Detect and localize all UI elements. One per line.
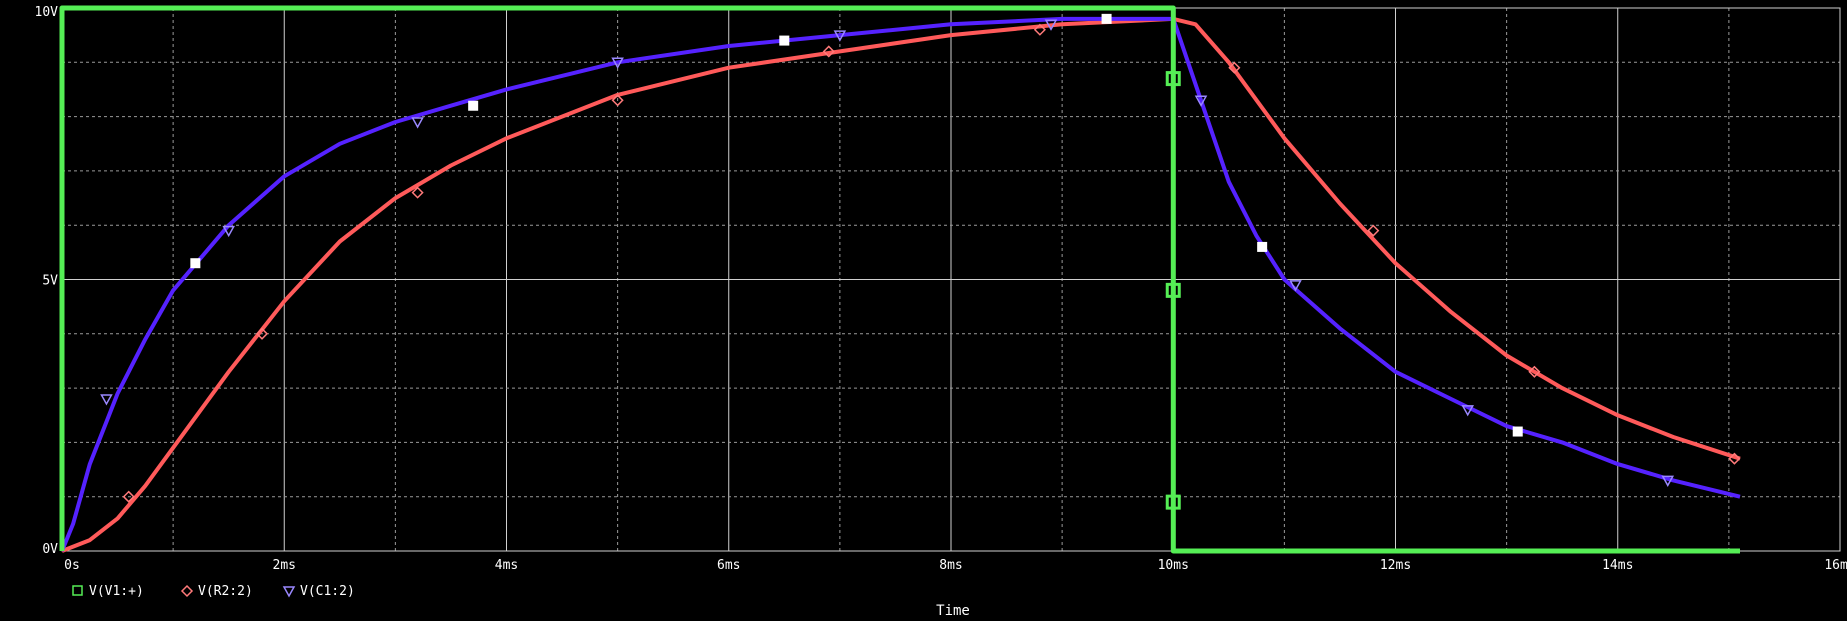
data-point-marker bbox=[1257, 241, 1268, 252]
x-tick-label: 4ms bbox=[495, 558, 518, 573]
marker-c1 bbox=[1461, 405, 1475, 417]
x-axis-title: Time bbox=[936, 603, 970, 619]
x-tick-label: 2ms bbox=[273, 558, 296, 573]
marker-r2 bbox=[255, 327, 269, 340]
marker-r2 bbox=[1228, 61, 1241, 74]
series-line-v1 bbox=[59, 5, 1740, 554]
marker-r2 bbox=[1728, 452, 1741, 465]
series-line-c1 bbox=[60, 16, 1741, 552]
x-tick-label: 0s bbox=[64, 558, 80, 573]
marker-c1 bbox=[611, 57, 624, 69]
marker-r2 bbox=[611, 94, 624, 107]
marker-r2 bbox=[411, 186, 424, 199]
x-tick-label: 12ms bbox=[1380, 558, 1411, 573]
marker-c1 bbox=[222, 225, 235, 238]
marker-v1 bbox=[1165, 71, 1181, 87]
y-tick-label: 5V bbox=[42, 274, 58, 289]
data-point-marker bbox=[468, 100, 479, 111]
series-line-r2 bbox=[61, 16, 1741, 553]
marker-r2 bbox=[1033, 23, 1046, 36]
marker-c1 bbox=[100, 394, 113, 406]
data-point-marker bbox=[1101, 13, 1112, 24]
marker-c1 bbox=[411, 117, 424, 129]
marker-r2 bbox=[1528, 365, 1541, 378]
legend-label-r2: V(R2:2) bbox=[198, 584, 253, 599]
marker-v1 bbox=[1165, 494, 1181, 510]
data-point-marker bbox=[1512, 426, 1523, 437]
marker-c1 bbox=[833, 30, 847, 42]
tick-labels: 0s 2ms 4ms 6ms 8ms 10ms 12ms 14ms 16ms 0V 5V 10V bbox=[35, 5, 1847, 573]
marker-r2 bbox=[122, 490, 135, 503]
marker-r2 bbox=[1367, 224, 1380, 237]
y-tick-label: 0V bbox=[42, 542, 58, 557]
marker-v1 bbox=[1165, 282, 1181, 298]
x-tick-label: 10ms bbox=[1158, 558, 1189, 573]
marker-c1 bbox=[1661, 475, 1675, 487]
legend-marker-v1 bbox=[72, 585, 83, 596]
x-tick-label: 16ms bbox=[1824, 558, 1847, 573]
x-tick-label: 8ms bbox=[939, 558, 962, 573]
legend-marker-c1 bbox=[282, 586, 296, 598]
data-point-marker bbox=[779, 35, 790, 46]
marker-c1 bbox=[1289, 280, 1302, 292]
series-layer bbox=[59, 5, 1741, 554]
legend-label-c1: V(C1:2) bbox=[300, 584, 355, 599]
marker-c1 bbox=[1044, 19, 1058, 31]
legend-marker-r2 bbox=[180, 584, 194, 598]
legend: V(V1:+) V(R2:2) V(C1:2) bbox=[72, 584, 355, 599]
marker-r2 bbox=[822, 45, 835, 58]
x-tick-label: 14ms bbox=[1602, 558, 1633, 573]
data-point-marker bbox=[190, 258, 201, 269]
x-tick-label: 6ms bbox=[717, 558, 740, 573]
marker-layer bbox=[100, 13, 1741, 510]
marker-c1 bbox=[1194, 95, 1208, 107]
y-tick-label: 10V bbox=[35, 5, 59, 20]
legend-label-v1: V(V1:+) bbox=[89, 584, 144, 599]
